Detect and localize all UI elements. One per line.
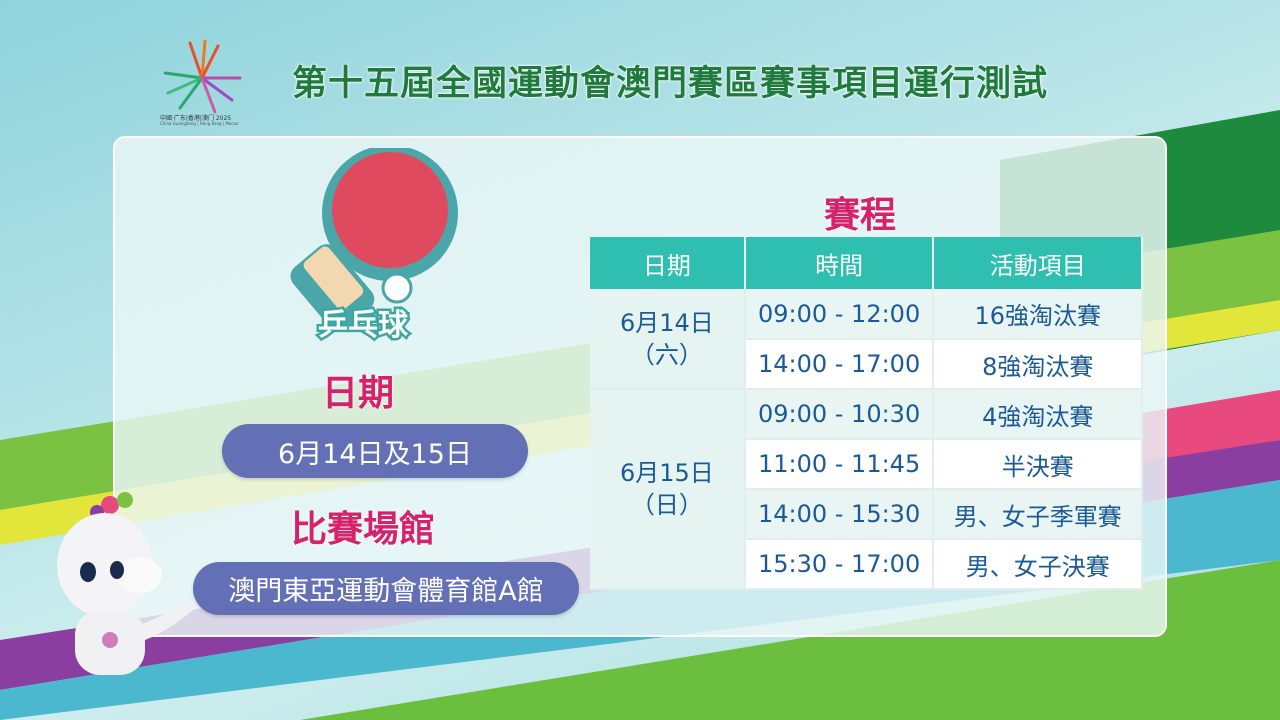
venue-heading: 比賽場館 [291,509,436,550]
table-row: 14:00 - 17:00 8強淘汰賽 [590,339,1143,390]
table-row: 6月14日 （六） 09:00 - 12:00 16強淘汰賽 [590,289,1143,390]
event-cell: 16強淘汰賽 [933,289,1143,340]
event-cell: 4強淘汰賽 [933,389,1143,440]
event-cell: 8強淘汰賽 [933,339,1143,390]
table-row: 6月15日 （日） 09:00 - 10:30 4強淘汰賽 [590,389,1143,590]
time-cell: 09:00 - 12:00 [744,289,935,340]
schedule-table: 日期 時間 活動項目 6月14日 （六） 09:00 - 12:00 16強淘汰賽… [590,237,1143,590]
table-row: 11:00 - 11:45 半決賽 [590,439,1143,490]
time-cell: 11:00 - 11:45 [744,439,935,490]
sport-label: 乒乓球 [316,306,411,346]
table-tennis-paddle-icon [290,148,458,332]
header-event: 活動項目 [933,237,1143,289]
logo-subtext: China Guangdong | Hong Kong | Macao [160,121,239,126]
mascot-icon [57,492,195,675]
venue-pill: 澳門東亞運動會體育館A館 [193,562,579,615]
time-cell: 15:30 - 17:00 [744,539,935,590]
table-row: 14:00 - 15:30 男、女子季軍賽 [590,489,1143,540]
page-title: 第十五屆全國運動會澳門賽區賽事項目運行測試 [291,64,1049,105]
header-date: 日期 [590,237,746,289]
time-cell: 14:00 - 15:30 [744,489,935,540]
date-heading: 日期 [322,373,395,414]
date-cell: 6月15日 （日） [590,389,746,590]
games-logo-icon [163,39,242,114]
table-header-row: 日期 時間 活動項目 [590,237,1143,289]
time-cell: 14:00 - 17:00 [744,339,935,390]
date-cell: 6月14日 （六） [590,289,746,390]
schedule-title: 賽程 [824,195,897,236]
date-text: 6月15日 [619,459,714,487]
event-cell: 男、女子季軍賽 [933,489,1143,540]
header-time: 時間 [744,237,935,289]
logo-text: 中國·广东|香港|澳门 2025 [160,115,232,122]
event-cell: 男、女子決賽 [933,539,1143,590]
table-row: 15:30 - 17:00 男、女子決賽 [590,539,1143,590]
time-cell: 09:00 - 10:30 [744,389,935,440]
date-text: 6月14日 [619,308,714,337]
weekday-text: （日） [630,491,703,519]
event-cell: 半決賽 [933,439,1143,490]
weekday-text: （六） [630,340,703,369]
date-pill: 6月14日及15日 [222,424,528,478]
